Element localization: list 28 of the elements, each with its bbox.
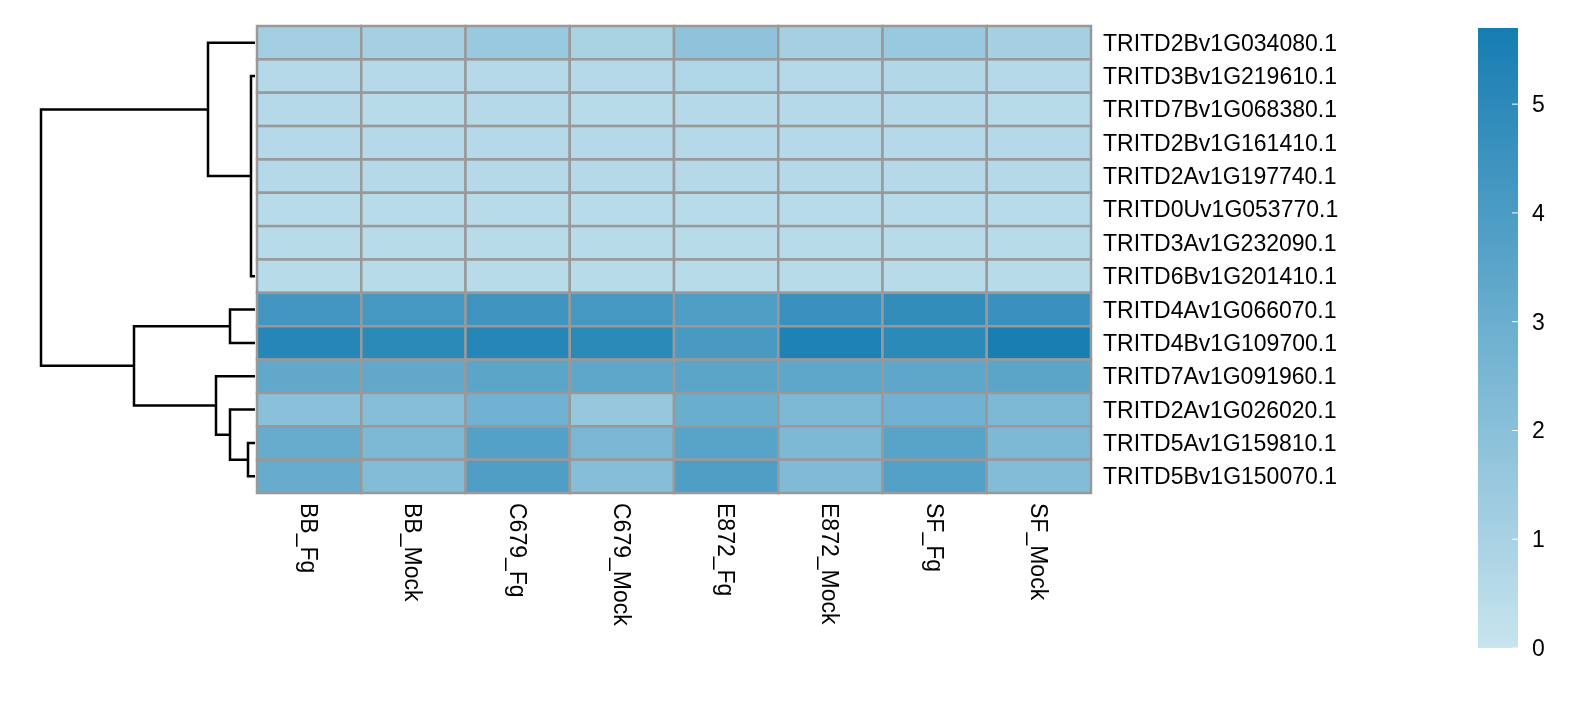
x-tick-label: C679_Mock	[608, 503, 635, 627]
color-bar-label: 0	[1532, 635, 1545, 661]
color-bar-label: 4	[1532, 199, 1545, 226]
y-tick-label: TRITD2Bv1G161410.1	[1103, 129, 1337, 156]
y-tick-label: TRITD4Bv1G109700.1	[1103, 329, 1337, 356]
y-tick-label: TRITD7Av1G091960.1	[1103, 363, 1337, 390]
y-tick-label: TRITD2Bv1G034080.1	[1103, 29, 1337, 56]
x-tick-label: SF_Mock	[1025, 503, 1052, 601]
y-tick-label: TRITD3Bv1G219610.1	[1103, 63, 1337, 90]
y-tick-label: TRITD5Bv1G150070.1	[1103, 463, 1337, 490]
color-bar-label: 3	[1532, 308, 1545, 335]
color-bar-label: 5	[1532, 91, 1545, 118]
color-bar-label: 2	[1532, 417, 1545, 444]
y-tick-label: TRITD2Av1G197740.1	[1103, 163, 1337, 190]
x-tick-label: E872_Fg	[713, 503, 740, 597]
x-tick-label: BB_Fg	[296, 503, 323, 574]
y-tick-label: TRITD5Av1G159810.1	[1103, 429, 1337, 456]
y-tick-label: TRITD3Av1G232090.1	[1103, 229, 1337, 256]
y-tick-label: TRITD2Av1G026020.1	[1103, 396, 1337, 423]
y-tick-label: TRITD4Av1G066070.1	[1103, 296, 1337, 323]
x-tick-label: C679_Fg	[504, 503, 531, 598]
y-tick-label: TRITD6Bv1G201410.1	[1103, 263, 1337, 290]
color-bar-label: 1	[1532, 526, 1545, 553]
x-tick-label: E872_Mock	[817, 503, 844, 625]
y-tick-label: TRITD7Bv1G068380.1	[1103, 96, 1337, 123]
x-tick-label: BB_Mock	[400, 503, 427, 602]
x-tick-label: SF_Fg	[921, 503, 948, 573]
y-tick-label: TRITD0Uv1G053770.1	[1103, 196, 1339, 223]
